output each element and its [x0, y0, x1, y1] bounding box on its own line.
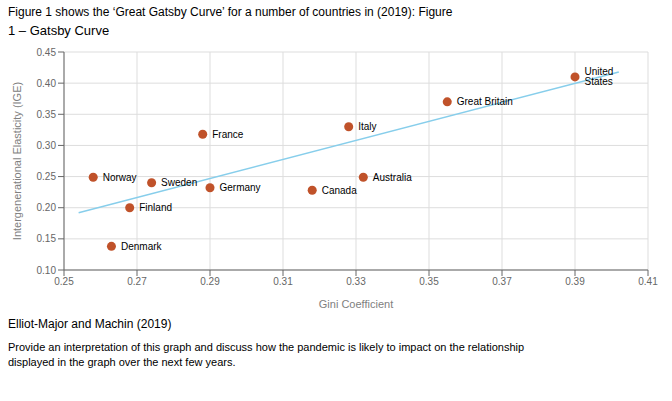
svg-text:0.30: 0.30: [37, 140, 57, 151]
svg-text:UnitedStates: UnitedStates: [585, 66, 614, 87]
svg-text:0.35: 0.35: [37, 109, 57, 120]
svg-text:Norway: Norway: [103, 172, 137, 183]
svg-text:Germany: Germany: [220, 182, 261, 193]
svg-text:Gini Coefficient: Gini Coefficient: [319, 298, 393, 310]
svg-text:0.25: 0.25: [37, 171, 57, 182]
svg-text:0.31: 0.31: [273, 276, 293, 287]
svg-text:0.41: 0.41: [638, 276, 658, 287]
svg-text:0.27: 0.27: [127, 276, 147, 287]
svg-text:0.37: 0.37: [492, 276, 512, 287]
svg-text:Sweden: Sweden: [161, 177, 197, 188]
svg-text:0.45: 0.45: [37, 47, 57, 58]
svg-text:0.33: 0.33: [346, 276, 366, 287]
html-text:Elliot-Major and Machin (2019): Elliot-Major and Machin (2019): [8, 317, 172, 331]
svg-text:Great Britain: Great Britain: [457, 96, 513, 107]
svg-text:0.20: 0.20: [37, 202, 57, 213]
svg-text:0.25: 0.25: [54, 276, 74, 287]
svg-text:Australia: Australia: [373, 172, 412, 183]
svg-text:Finland: Finland: [139, 202, 172, 213]
svg-text:0.40: 0.40: [37, 78, 57, 89]
svg-text:0.10: 0.10: [37, 265, 57, 276]
svg-text:0.35: 0.35: [419, 276, 439, 287]
html-text:1 – Gatsby Curve: 1 – Gatsby Curve: [8, 23, 110, 38]
svg-text:Canada: Canada: [322, 185, 357, 196]
svg-text:0.39: 0.39: [565, 276, 585, 287]
svg-text:Denmark: Denmark: [121, 241, 163, 252]
html-text:Provide an interpretation of t: Provide an interpretation of this graph …: [8, 341, 525, 368]
html-text:Figure 1 shows the ‘Great Gats: Figure 1 shows the ‘Great Gatsby Curve’ …: [8, 5, 453, 19]
svg-text:0.15: 0.15: [37, 233, 57, 244]
svg-text:Italy: Italy: [358, 121, 376, 132]
svg-text:0.29: 0.29: [200, 276, 220, 287]
svg-text:Intergenerational Elasticity (: Intergenerational Elasticity (IGE): [11, 82, 23, 240]
svg-text:France: France: [212, 129, 244, 140]
